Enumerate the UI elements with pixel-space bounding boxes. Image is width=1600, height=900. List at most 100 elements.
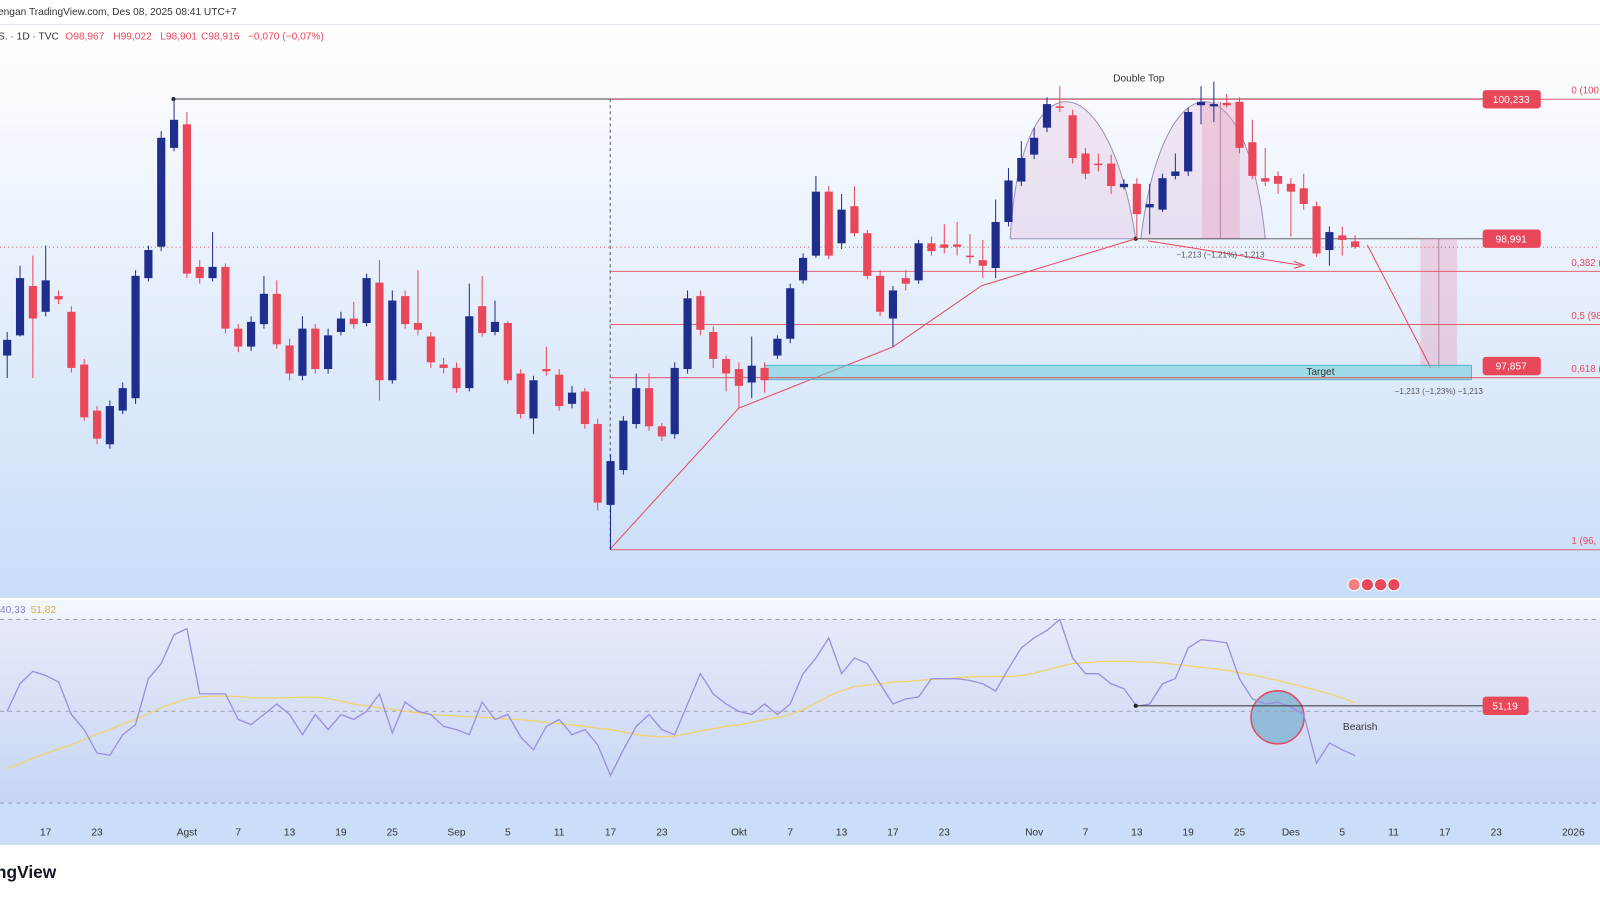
x-tick-label: 11	[554, 827, 565, 838]
candle-body	[863, 233, 872, 276]
brand: ngView	[0, 862, 57, 882]
candle-body	[234, 328, 243, 347]
candle-body	[311, 328, 320, 370]
price-label-box	[1482, 356, 1541, 376]
candle-body	[901, 278, 910, 284]
candle-body	[426, 336, 435, 363]
candle-body	[272, 293, 281, 345]
event-icon	[1387, 578, 1401, 592]
candle-body	[1119, 183, 1129, 188]
candle-body	[1107, 163, 1116, 187]
measure-label: −1,213 (−1,23%) −1,213	[1395, 387, 1484, 396]
x-tick-label: Sep	[447, 827, 465, 838]
candle-body	[1222, 102, 1231, 106]
candle-body	[683, 298, 692, 370]
candle-body	[208, 266, 217, 279]
candle-body	[606, 461, 615, 505]
candle-body	[67, 311, 76, 368]
x-tick-label: 7	[787, 827, 793, 838]
change-label: −0,070 (−0,07%)	[248, 31, 324, 42]
rsi-level-dot	[1133, 703, 1138, 708]
rsi-line	[6, 618, 1356, 778]
rsi-label: 51,19	[1492, 702, 1518, 713]
candle-body	[105, 406, 114, 445]
candle-body	[632, 388, 641, 425]
candle-body	[336, 318, 346, 332]
candle-body	[965, 255, 975, 258]
candle-body	[670, 367, 679, 435]
header-text: engan TradingView.com, Des 08, 2025 08:4…	[0, 7, 237, 18]
x-tick-label: 23	[656, 827, 668, 838]
price-label: 98,991	[1496, 234, 1527, 245]
x-tick-label: 2026	[1562, 827, 1585, 838]
candle-body	[131, 275, 140, 399]
candle-body	[798, 257, 808, 281]
x-tick-label: 5	[1339, 827, 1345, 838]
candle-body	[721, 358, 731, 374]
candle-body	[991, 221, 1000, 269]
x-tick-label: Des	[1282, 827, 1300, 838]
symbol: S. · 1D · TVC	[0, 31, 59, 42]
candle-body	[619, 420, 628, 471]
candle-body	[1158, 178, 1167, 210]
candle-body	[349, 318, 358, 325]
candle-body	[80, 364, 89, 418]
candle-body	[401, 296, 410, 325]
candle-body	[54, 296, 63, 300]
candle-body	[1248, 142, 1257, 176]
candle-body	[452, 367, 461, 389]
x-tick-label: 13	[1131, 827, 1143, 838]
close-label: C98,916	[201, 31, 240, 42]
rsi-ma-line	[6, 660, 1356, 770]
projection	[1366, 244, 1432, 368]
candle-body	[1350, 241, 1360, 248]
candle-body	[888, 290, 898, 319]
candle-body	[41, 280, 50, 312]
target-label: Target	[1306, 367, 1334, 378]
x-tick-label: 13	[284, 827, 296, 838]
arrow-head	[1293, 260, 1306, 269]
x-tick-label: 13	[836, 827, 848, 838]
event-icon	[1347, 578, 1361, 592]
trend-line	[609, 238, 1136, 550]
candle-body	[1325, 232, 1334, 251]
price-label-box	[1482, 229, 1541, 248]
candle-body	[593, 424, 602, 503]
candle-body	[747, 365, 756, 383]
time-axis	[0, 821, 1600, 845]
candle-body	[3, 339, 12, 356]
candle-body	[413, 323, 423, 330]
candle-body	[439, 364, 448, 368]
top-arc-2	[1140, 101, 1266, 240]
measure-arrow	[1147, 240, 1302, 266]
candle-body	[221, 266, 230, 329]
candle-body	[516, 373, 525, 414]
candle-body	[529, 380, 538, 419]
x-tick-label: 25	[387, 827, 399, 838]
candle-body	[760, 367, 769, 381]
candle-body	[92, 410, 102, 439]
candle-body	[644, 388, 654, 427]
candle-body	[144, 250, 153, 279]
candle-body	[1261, 178, 1270, 182]
x-tick-label: 7	[1083, 827, 1089, 838]
candle-body	[709, 331, 718, 359]
candle-body	[876, 275, 885, 312]
x-tick-label: Nov	[1025, 827, 1044, 838]
candle-body	[940, 244, 949, 248]
x-tick-label: 23	[939, 827, 951, 838]
candle-body	[1235, 101, 1244, 148]
candle-body	[259, 293, 269, 325]
double-top-label: Double Top	[1113, 73, 1165, 84]
x-tick-label: 7	[235, 827, 241, 838]
candle-body	[953, 244, 962, 247]
candle-body	[157, 137, 166, 247]
candle-body	[1273, 175, 1283, 184]
fib-label: 0,618 (97,	[1571, 364, 1600, 375]
candle-body	[285, 345, 294, 374]
candle-body	[182, 124, 191, 274]
candle-body	[1030, 137, 1039, 155]
candle-body	[478, 306, 487, 334]
candle-body	[978, 260, 987, 266]
